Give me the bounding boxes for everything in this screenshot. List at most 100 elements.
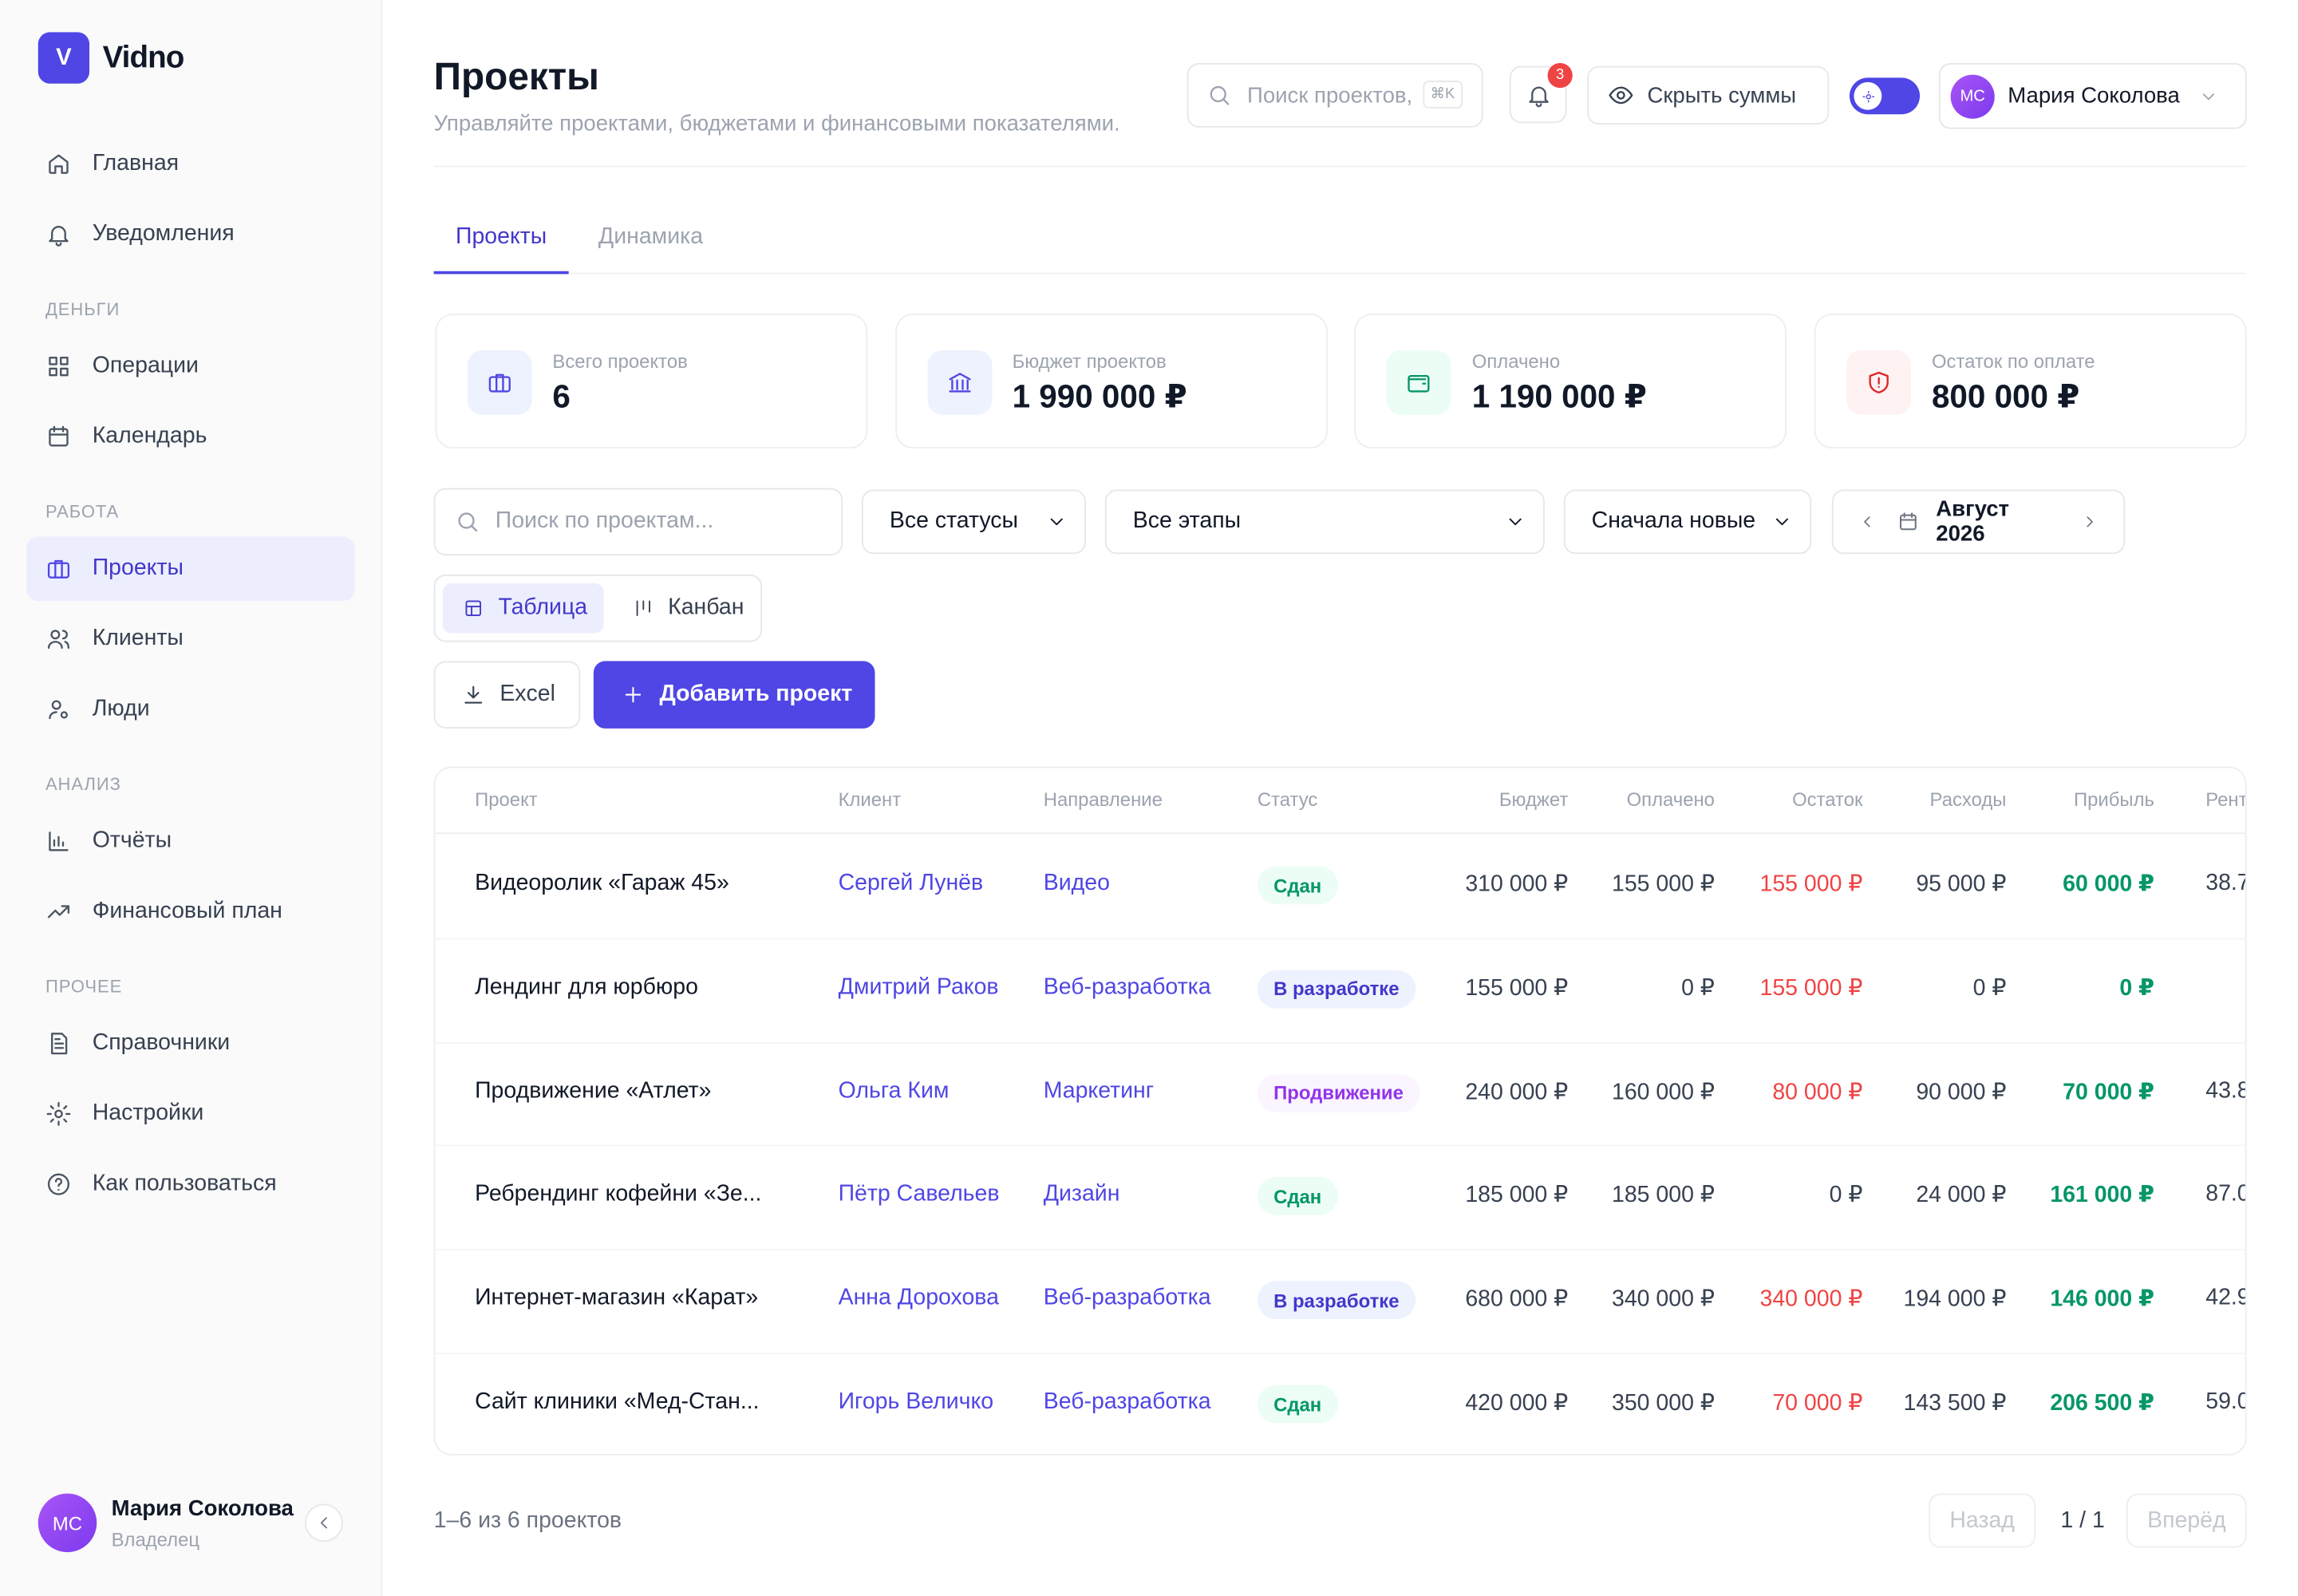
icon-shape: [458, 512, 478, 532]
icon-shape: [1900, 512, 1917, 531]
project-search[interactable]: Поиск по проектам...: [433, 488, 843, 556]
status-badge: Продвижение: [1257, 1073, 1420, 1112]
notification-button[interactable]: [1509, 65, 1567, 124]
nav-item[interactable]: Как пользоваться: [26, 1152, 354, 1217]
tab[interactable]: Динамика: [598, 224, 704, 250]
icon-shape: [636, 600, 650, 616]
icon-shape: [47, 905, 70, 918]
cell-project[interactable]: Интернет-магазин «Карат»: [475, 1286, 759, 1311]
icon-shape: [60, 711, 68, 719]
nav-item[interactable]: Календарь: [26, 405, 354, 469]
icon-shape: [55, 242, 62, 247]
icon-shape: [1775, 518, 1788, 526]
tab[interactable]: Проекты: [433, 205, 569, 275]
cell-client[interactable]: Пётр Савельев: [838, 1182, 1000, 1207]
cell-project[interactable]: Лендинг для юрбюро: [475, 974, 698, 1000]
view-button[interactable]: Таблица: [442, 583, 604, 634]
cell-direction[interactable]: Веб-разработка: [1043, 1286, 1211, 1311]
icon-shape: [47, 905, 70, 918]
nav-item[interactable]: Главная: [26, 132, 354, 196]
stat-value: 1 190 000 ₽: [1471, 377, 1647, 415]
icon-shape: [60, 367, 69, 377]
status-select[interactable]: Все статусы: [861, 489, 1086, 555]
status-badge: В разработке: [1257, 970, 1416, 1009]
cell-direction[interactable]: Веб-разработка: [1043, 974, 1211, 1000]
cell-budget: 680 000 ₽: [1465, 1286, 1569, 1313]
nav-label: Отчёты: [92, 828, 172, 853]
icon-shape: [1210, 85, 1226, 103]
cell-client[interactable]: Игорь Величко: [838, 1389, 994, 1415]
icon-shape: [49, 832, 69, 851]
cell-direction[interactable]: Веб-разработка: [1043, 1389, 1211, 1415]
icon-shape: [1865, 93, 1871, 99]
view-label: Таблица: [498, 595, 588, 620]
icon-shape: [1862, 89, 1874, 102]
theme-toggle[interactable]: [1849, 77, 1921, 115]
icon-shape: [47, 630, 70, 649]
cell-client[interactable]: Анна Дорохова: [838, 1286, 999, 1311]
status-badge: Сдан: [1257, 866, 1338, 905]
user-menu[interactable]: МС Мария Соколова: [1938, 62, 2247, 129]
cell-client[interactable]: Дмитрий Раков: [838, 974, 999, 1000]
icon-shape: [1528, 85, 1548, 102]
cell-project[interactable]: Продвижение «Атлет»: [475, 1078, 712, 1104]
icon-shape: [49, 428, 69, 447]
icon: [463, 598, 484, 618]
cell-direction[interactable]: Маркетинг: [1043, 1078, 1155, 1104]
cell-margin: 43.8: [2205, 1078, 2247, 1104]
cell-paid: 160 000 ₽: [1611, 1079, 1715, 1105]
icon-shape: [320, 1517, 327, 1529]
icon-shape: [46, 1101, 71, 1126]
icon: [45, 1171, 72, 1198]
next-button[interactable]: Вперёд: [2126, 1493, 2247, 1548]
stage-select[interactable]: Все этапы: [1104, 489, 1545, 555]
nav-item[interactable]: Операции: [26, 334, 354, 399]
hide-sums-label: Скрыть суммы: [1647, 82, 1797, 108]
cell-project[interactable]: Ребрендинг кофейни «Зе...: [475, 1182, 762, 1207]
icon-shape: [1534, 102, 1542, 107]
view-button[interactable]: Канбан: [612, 583, 760, 633]
nav-item[interactable]: Клиенты: [26, 606, 354, 671]
nav-label: Операции: [92, 353, 199, 378]
icon-shape: [47, 1173, 70, 1195]
table-header-divider: [435, 832, 2245, 835]
column-header: Остаток: [1792, 788, 1863, 811]
pagination-count: 1–6 из 6 проектов: [433, 1507, 622, 1534]
header-search[interactable]: Поиск проектов,: [1187, 62, 1483, 128]
nav-item[interactable]: Справочники: [26, 1011, 354, 1076]
nav-item[interactable]: Проекты: [26, 536, 355, 602]
icon-shape: [488, 373, 511, 393]
icon: [45, 1030, 72, 1057]
add-project-button[interactable]: Добавить проект: [593, 661, 875, 729]
icon: [1505, 512, 1526, 532]
nav-item[interactable]: Настройки: [26, 1081, 354, 1146]
period-picker[interactable]: Август 2026: [1831, 489, 2126, 555]
nav-item[interactable]: Уведомления: [26, 202, 354, 267]
nav-item[interactable]: Финансовый план: [26, 879, 354, 944]
cell-client[interactable]: Ольга Ким: [838, 1078, 950, 1104]
row-divider: [435, 1249, 2245, 1251]
select-value: Сначала новые: [1591, 508, 1756, 534]
nav-label: Настройки: [92, 1100, 204, 1126]
icon-shape: [49, 226, 69, 243]
prev-button[interactable]: Назад: [1929, 1493, 2036, 1548]
cell-client[interactable]: Сергей Лунёв: [838, 870, 984, 896]
icon-shape: [1509, 518, 1522, 526]
hide-sums-button[interactable]: Скрыть суммы: [1587, 65, 1830, 125]
sort-select[interactable]: Сначала новые: [1563, 489, 1812, 555]
stat-card: Остаток по оплате 800 000 ₽: [1814, 314, 2247, 449]
nav-label: Клиенты: [92, 626, 184, 651]
user-avatar: МС: [1950, 73, 1995, 118]
icon-shape: [625, 686, 642, 703]
cell-project[interactable]: Видеоролик «Гараж 45»: [475, 870, 729, 896]
cell-direction[interactable]: Видео: [1043, 870, 1110, 896]
cell-direction[interactable]: Дизайн: [1043, 1182, 1120, 1207]
cell-project[interactable]: Сайт клиники «Мед-Стан...: [475, 1389, 760, 1415]
column-header: Оплачено: [1626, 788, 1715, 811]
excel-button[interactable]: Excel: [433, 661, 581, 729]
icon-shape: [1210, 85, 1230, 105]
collapse-button[interactable]: [305, 1503, 343, 1543]
nav-item[interactable]: Отчёты: [26, 809, 354, 874]
nav-section-title: ПРОЧЕЕ: [45, 976, 123, 997]
nav-item[interactable]: Люди: [26, 678, 354, 742]
